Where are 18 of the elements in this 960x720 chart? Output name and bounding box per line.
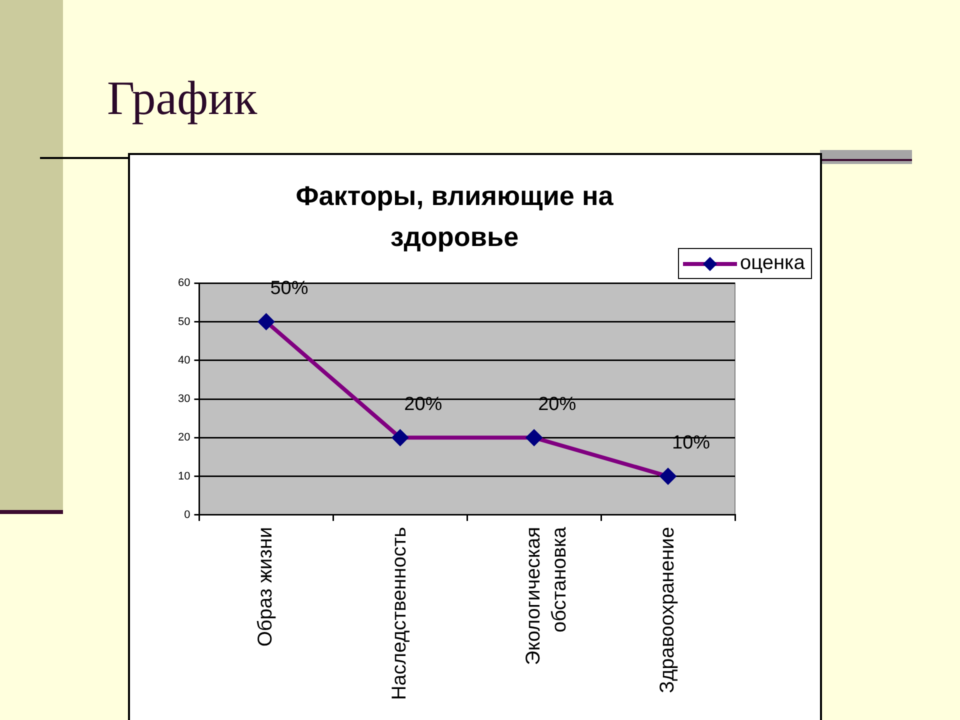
y-tick-label: 0 xyxy=(184,508,190,521)
point xyxy=(660,468,677,485)
x-tick-label: Здравоохранение xyxy=(656,526,679,694)
point xyxy=(526,429,543,446)
point xyxy=(258,313,275,330)
x-tick-label: Экологическая обстановка xyxy=(522,526,571,666)
y-tick-label: 10 xyxy=(178,470,190,482)
y-tick-label: 60 xyxy=(178,277,190,290)
y-tick-label: 20 xyxy=(178,432,190,444)
chart-title: График xyxy=(107,72,258,125)
y-tick-label: 40 xyxy=(178,354,190,366)
y-tick-label: 30 xyxy=(178,393,190,406)
legend-label: оценка xyxy=(740,252,805,276)
chart-subtitle: Факторы, влияющие на здоровье xyxy=(296,180,614,252)
x-tick-label: Наследственность xyxy=(388,526,411,700)
point xyxy=(392,429,409,446)
y-tick-label: 50 xyxy=(178,316,190,328)
x-tick-label: Образ жизни xyxy=(254,526,277,647)
